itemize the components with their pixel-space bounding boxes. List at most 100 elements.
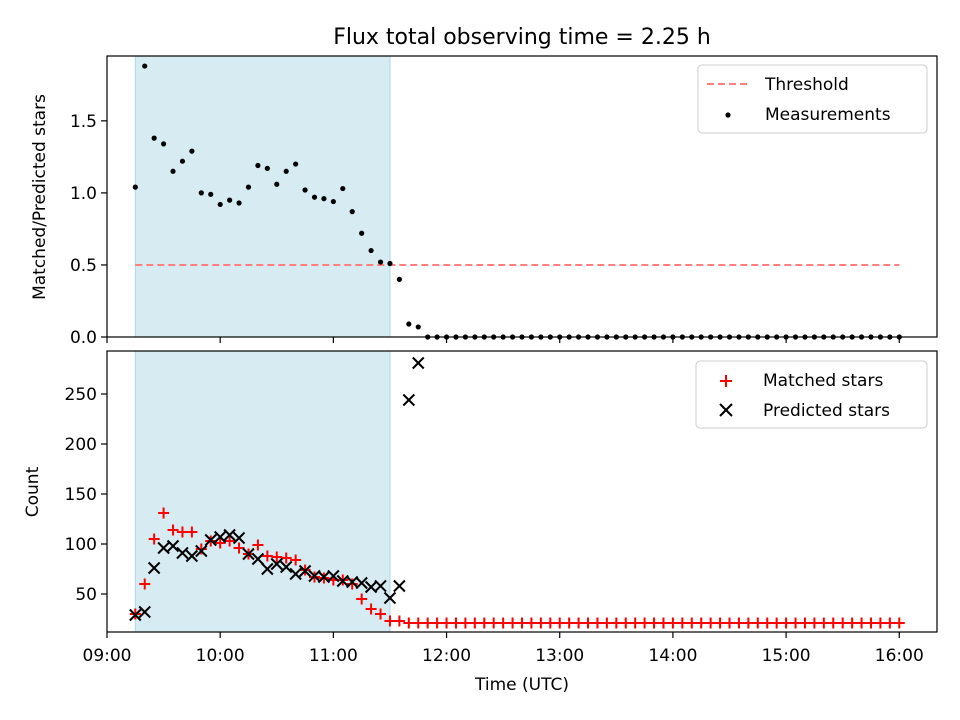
bottom-y-tick-label: 50: [75, 585, 97, 605]
matched-star-point: [525, 617, 537, 629]
bottom-axes-frame: [106, 350, 938, 633]
bottom-highlight-span: [134, 350, 391, 633]
measurement-point: [208, 191, 214, 197]
legend-matched-marker: [720, 375, 732, 387]
matched-star-point: [761, 617, 773, 629]
matched-star-point: [384, 615, 396, 627]
matched-star-point: [893, 617, 905, 629]
matched-star-point: [771, 617, 783, 629]
matched-star-point: [261, 550, 273, 562]
matched-star-point: [214, 537, 226, 549]
x-tick-label: 13:00: [535, 646, 584, 666]
predicted-star-point: [393, 579, 406, 593]
matched-star-point: [667, 617, 679, 629]
measurement-point: [311, 194, 318, 200]
top-y-tick-label: 0.0: [70, 328, 97, 348]
predicted-star-point: [242, 547, 255, 561]
legend-measurements-marker: [725, 112, 731, 118]
x-tick-label: 10:00: [196, 646, 245, 666]
matched-star-point: [535, 617, 547, 629]
measurement-point: [340, 185, 346, 192]
matched-star-point: [195, 543, 207, 555]
measurement-point: [189, 148, 195, 154]
measurement-point: [236, 200, 242, 206]
predicted-star-point: [270, 557, 283, 571]
matched-star-point: [799, 617, 811, 629]
x-tick-label: 16:00: [875, 646, 924, 666]
predicted-star-point: [412, 356, 425, 370]
bottom-marks: [129, 356, 905, 629]
predicted-star-point: [298, 564, 312, 578]
bottom-y-tick-label: 250: [65, 385, 97, 405]
matched-star-point: [582, 617, 594, 629]
measurement-point: [293, 161, 299, 167]
matched-star-point: [148, 533, 160, 545]
matched-star-point: [450, 617, 462, 629]
x-tick-label: 11:00: [309, 646, 358, 666]
legend-predicted-label: Predicted stars: [763, 401, 890, 421]
matched-star-point: [375, 608, 387, 620]
matched-star-point: [856, 617, 868, 629]
matched-star-point: [676, 617, 688, 629]
matched-star-point: [865, 617, 877, 629]
predicted-star-point: [374, 579, 387, 593]
matched-star-point: [488, 617, 500, 629]
matched-star-point: [733, 617, 745, 629]
bottom-y-ticks: 50 100 150 200 250: [65, 385, 107, 605]
predicted-star-point: [166, 539, 180, 553]
measurement-point: [198, 190, 204, 196]
matched-star-point: [507, 617, 519, 629]
x-tick-label: 14:00: [648, 646, 697, 666]
predicted-star-point: [279, 560, 293, 574]
predicted-star-point: [138, 605, 151, 619]
measurement-point: [245, 184, 252, 190]
measurement-point: [359, 230, 365, 236]
measurement-point: [368, 247, 374, 254]
matched-star-point: [186, 526, 198, 538]
predicted-star-point: [185, 549, 199, 563]
matched-star-point: [629, 617, 641, 629]
matched-star-point: [752, 617, 764, 629]
matched-star-point: [478, 617, 490, 629]
measurement-point: [387, 260, 393, 267]
matched-star-point: [441, 617, 453, 629]
predicted-star-point: [213, 530, 227, 544]
measurement-point: [415, 324, 421, 330]
measurement-point: [132, 184, 138, 190]
top-legend-box: [697, 64, 928, 134]
bottom-y-axis-label: Count: [23, 466, 43, 517]
predicted-star-point: [223, 528, 236, 542]
matched-star-point: [412, 617, 424, 629]
matched-star-point: [818, 617, 830, 629]
matched-star-point: [573, 617, 585, 629]
bottom-x-ticks: 09:00 10:00 11:00 12:00 13:00 14:00 15:00 16:00: [83, 632, 924, 666]
measurement-point: [179, 158, 186, 164]
measurement-point: [330, 198, 336, 205]
predicted-star-point: [327, 569, 340, 583]
matched-star-point: [808, 617, 820, 629]
x-tick-label: 15:00: [762, 646, 811, 666]
matched-star-point: [459, 617, 471, 629]
x-tick-label: 12:00: [422, 646, 471, 666]
measurement-point: [396, 276, 402, 282]
measurement-point: [255, 162, 261, 169]
predicted-star-point: [251, 552, 265, 566]
matched-star-point: [846, 617, 858, 629]
top-legend: Threshold Measurements: [697, 64, 928, 134]
measurement-point: [264, 165, 270, 171]
matched-star-point: [403, 617, 415, 629]
matched-star-point: [224, 535, 236, 547]
matched-star-point: [167, 524, 179, 536]
predicted-star-point: [157, 541, 170, 555]
measurement-point: [227, 197, 233, 203]
predicted-star-point: [355, 576, 368, 590]
matched-star-point: [290, 554, 302, 566]
matched-star-point: [657, 617, 669, 629]
matched-star-point: [252, 539, 264, 551]
matched-star-point: [705, 617, 717, 629]
matched-star-point: [780, 617, 792, 629]
matched-star-point: [837, 617, 849, 629]
top-x-ticks: [106, 337, 900, 343]
legend-matched-label: Matched stars: [763, 371, 883, 391]
predicted-star-point: [289, 567, 302, 581]
